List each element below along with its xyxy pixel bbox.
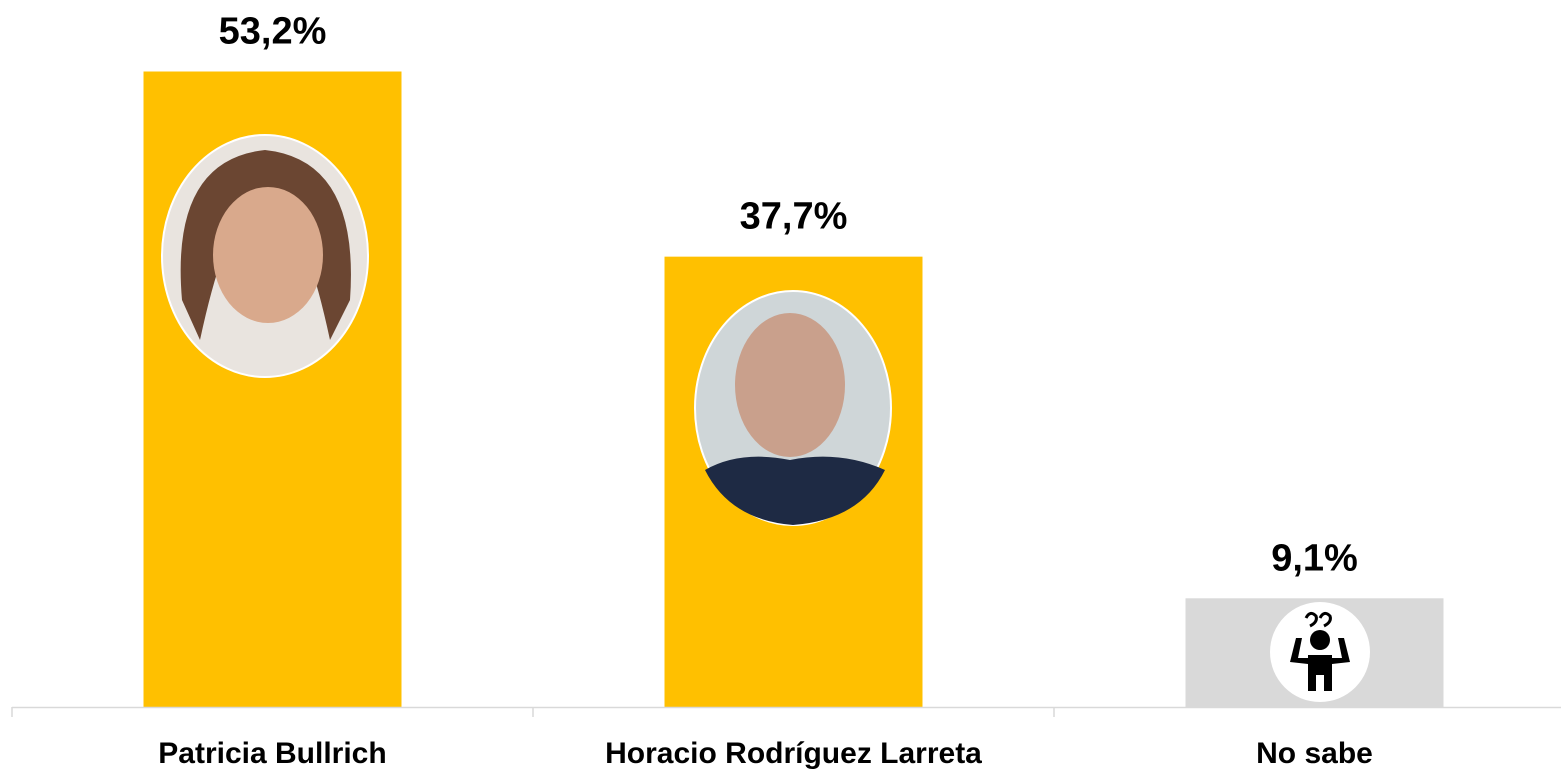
- x-tick-label: Horacio Rodríguez Larreta: [605, 737, 982, 770]
- value-label: 9,1%: [1271, 537, 1358, 579]
- icon-head: [1310, 630, 1330, 650]
- value-label: 37,7%: [740, 196, 848, 238]
- value-label: 53,2%: [219, 11, 327, 53]
- x-tick-label: No sabe: [1256, 737, 1373, 770]
- x-axis: [12, 707, 1561, 717]
- chart: 53,2% Patricia Bullrich 37,7% Horacio Rodrí…: [0, 0, 1561, 771]
- page: {"chart_data": { "type": "bar", "categor…: [0, 0, 1561, 771]
- photo-face: [735, 313, 845, 457]
- x-tick-label: Patricia Bullrich: [158, 737, 386, 770]
- photo-face: [213, 187, 323, 323]
